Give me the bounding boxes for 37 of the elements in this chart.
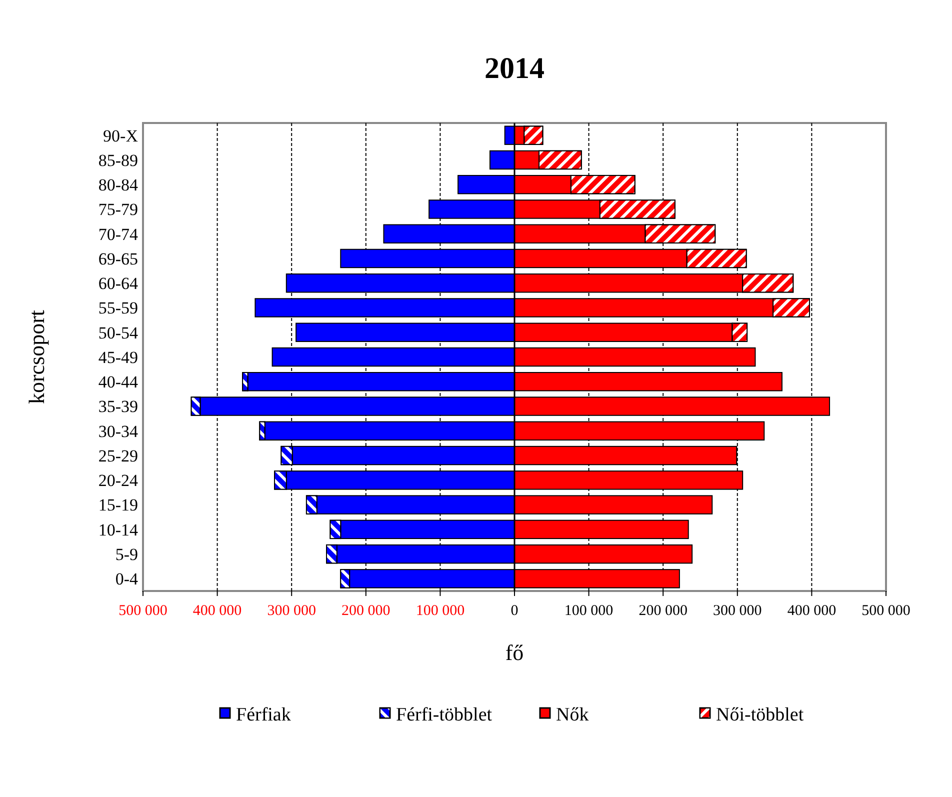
legend-label: Férfi-többlet bbox=[396, 704, 493, 726]
legend-label: Női-többlet bbox=[716, 704, 804, 726]
y-tick-label: 60-64 bbox=[98, 274, 138, 294]
x-tick-label: 0 bbox=[510, 603, 518, 619]
y-tick-label: 35-39 bbox=[98, 397, 138, 416]
y-tick-label: 20-24 bbox=[98, 471, 138, 490]
x-axis-title: fő bbox=[505, 640, 524, 665]
y-tick-label: 69-65 bbox=[98, 249, 138, 268]
x-tick-label: 400 000 bbox=[787, 603, 836, 619]
y-tick-label: 15-19 bbox=[98, 496, 138, 515]
y-tick-label: 45-49 bbox=[98, 348, 138, 367]
x-tick-label: 200 000 bbox=[638, 603, 688, 619]
y-tick-label: 85-89 bbox=[98, 150, 138, 170]
x-tick-label: 500 000 bbox=[118, 603, 168, 619]
legend-label: Nők bbox=[556, 704, 590, 726]
chart-title: 2014 bbox=[484, 52, 544, 85]
y-tick-label: 55-59 bbox=[98, 298, 138, 318]
y-tick-label: 0-4 bbox=[115, 570, 138, 589]
y-tick-label: 90-X bbox=[103, 126, 138, 146]
x-tick-label: 400 000 bbox=[192, 603, 242, 619]
y-tick-label: 70-74 bbox=[98, 224, 138, 244]
y-tick-label: 25-29 bbox=[98, 446, 138, 466]
x-tick-label: 300 000 bbox=[267, 603, 316, 619]
legend-label: Férfiak bbox=[236, 704, 292, 726]
y-tick-label: 75-79 bbox=[98, 200, 138, 220]
x-tick-label: 100 000 bbox=[564, 603, 614, 619]
y-axis-title: korcsoport bbox=[24, 310, 49, 404]
x-tick-label: 100 000 bbox=[416, 603, 465, 619]
y-tick-label: 10-14 bbox=[98, 520, 138, 540]
y-tick-label: 30-34 bbox=[98, 422, 138, 441]
y-tick-label: 80-84 bbox=[98, 176, 138, 195]
y-tick-label: 50-54 bbox=[98, 323, 138, 342]
x-tick-label: 300 000 bbox=[713, 603, 762, 619]
y-tick-label: 40-44 bbox=[98, 372, 138, 392]
x-tick-label: 500 000 bbox=[862, 603, 910, 619]
y-tick-label: 5-9 bbox=[115, 545, 138, 564]
x-tick-label: 200 000 bbox=[342, 603, 390, 619]
